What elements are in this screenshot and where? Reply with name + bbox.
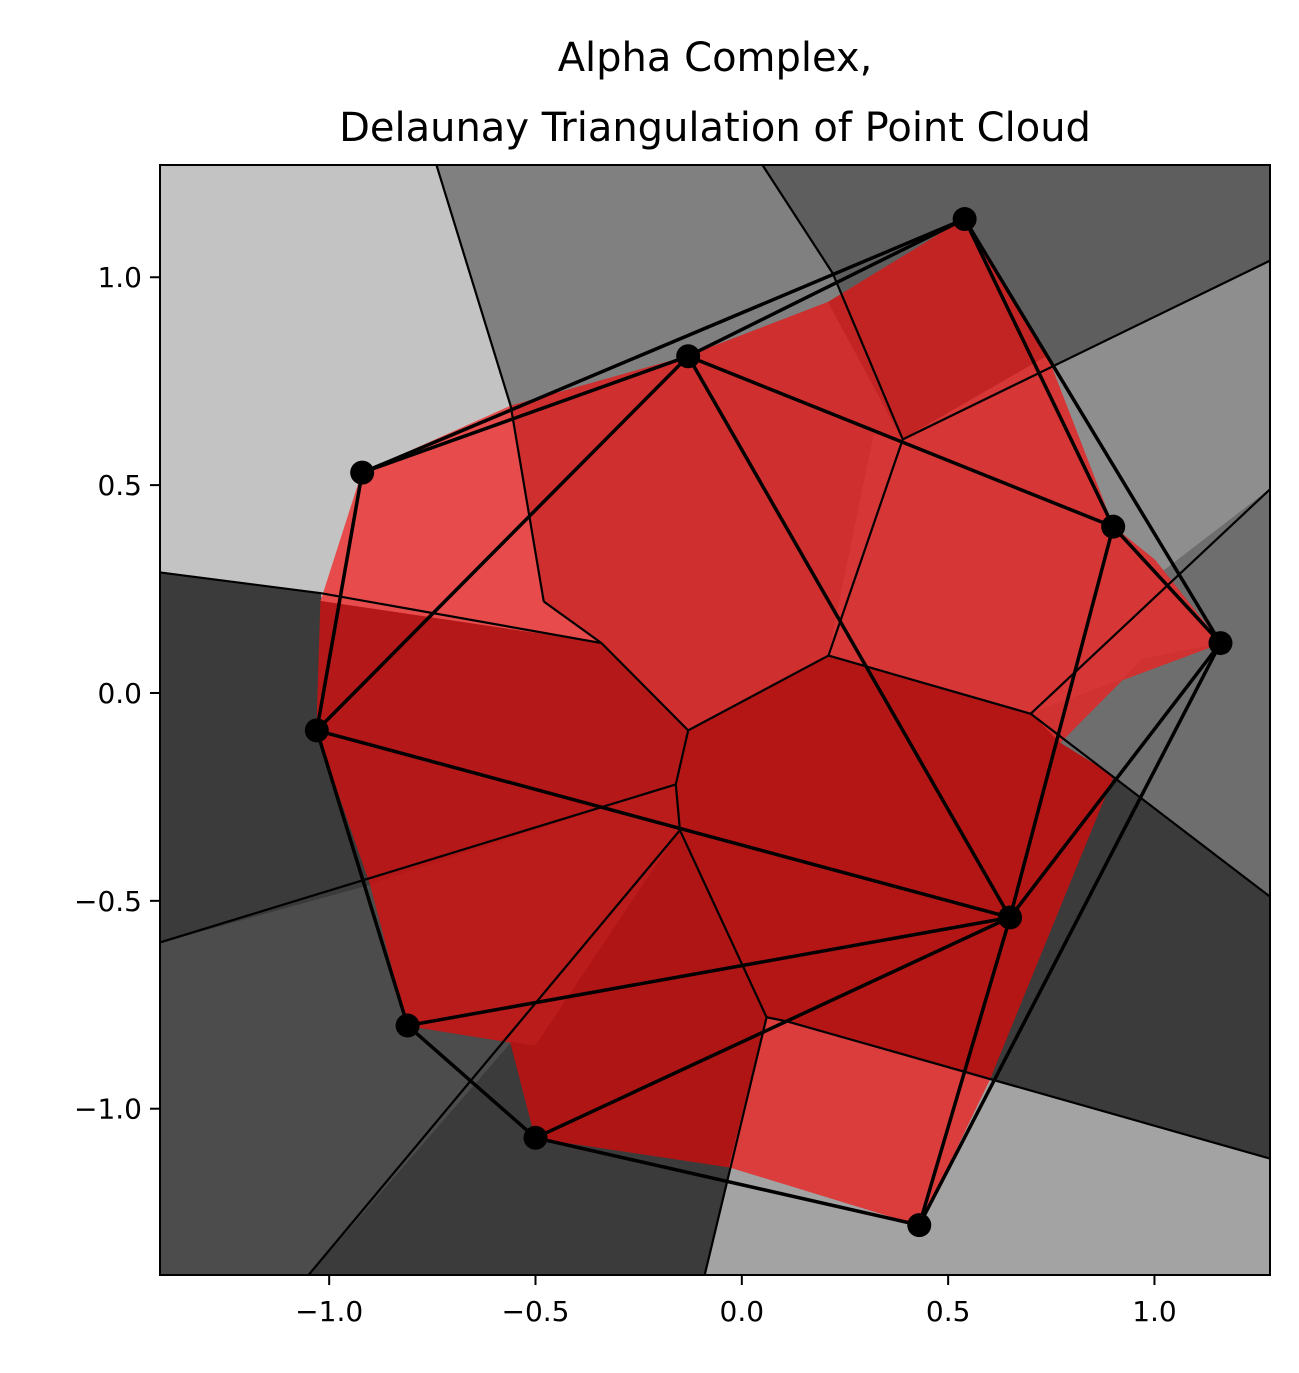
- point-cloud: [304, 207, 1233, 1238]
- y-tick-label-4: 1.0: [97, 261, 142, 294]
- delaunay-edge-16: [533, 915, 1012, 1140]
- delaunay-edge-6: [1111, 524, 1223, 645]
- x-tick-label-0: −1.0: [295, 1295, 363, 1328]
- voronoi-edge-6: [831, 272, 904, 440]
- chart-title-line-2: Delaunay Triangulation of Point Cloud: [339, 105, 1091, 151]
- data-point-6: [998, 905, 1023, 930]
- voronoi-edge-12: [1029, 488, 1270, 715]
- voronoi-edge-0: [435, 165, 512, 407]
- delaunay-edge-3: [686, 354, 1115, 529]
- voronoi-edges: [160, 165, 1270, 1275]
- delaunay-edge-9: [686, 354, 1012, 920]
- plot-area: [160, 165, 1270, 1275]
- x-tick-label-1: −0.5: [502, 1295, 570, 1328]
- y-tick-label-1: −0.5: [74, 885, 142, 918]
- delaunay-edge-4: [962, 217, 1115, 529]
- voronoi-edge-2: [543, 600, 603, 644]
- voronoi-edge-21: [703, 1016, 768, 1275]
- delaunay-edge-14: [405, 915, 1012, 1028]
- data-point-0: [952, 207, 977, 232]
- voronoi-edge-1: [509, 405, 545, 602]
- x-tick-label-2: 0.0: [720, 1295, 765, 1328]
- chart-title-line-1: Alpha Complex,: [558, 35, 873, 81]
- voronoi-edge-3: [160, 571, 322, 595]
- y-tick-label-0: −1.0: [74, 1093, 142, 1126]
- delaunay-edge-13: [315, 728, 410, 1028]
- voronoi-edge-4: [320, 592, 602, 645]
- delaunay-edge-7: [315, 354, 690, 733]
- y-axis: −1.0 −0.5 0.0 0.5 1.0: [74, 261, 160, 1126]
- voronoi-edge-17: [307, 829, 681, 1275]
- voronoi-edge-5: [761, 165, 834, 274]
- delaunay-edge-5: [962, 217, 1223, 645]
- data-point-4: [1208, 631, 1233, 656]
- voronoi-edge-9: [600, 642, 689, 732]
- delaunay-edge-1: [360, 217, 967, 475]
- y-tick-label-2: 0.0: [97, 677, 142, 710]
- voronoi-edge-15: [674, 784, 682, 831]
- delaunay-edge-10: [315, 728, 1012, 920]
- voronoi-edge-13: [1030, 712, 1270, 898]
- x-axis: −1.0 −0.5 0.0 0.5 1.0: [295, 1275, 1177, 1328]
- delaunay-edges: [315, 217, 1223, 1227]
- data-point-7: [395, 1013, 420, 1038]
- voronoi-edge-14: [674, 730, 690, 785]
- voronoi-edge-18: [678, 829, 768, 1018]
- delaunay-edge-19: [917, 641, 1223, 1227]
- delaunay-edge-15: [405, 1023, 538, 1140]
- data-point-3: [1101, 514, 1126, 539]
- voronoi-edge-11: [828, 654, 1031, 715]
- voronoi-edge-16: [160, 783, 677, 944]
- delaunay-edge-17: [533, 1136, 922, 1227]
- delaunay-edge-12: [1008, 641, 1223, 920]
- delaunay-edge-8: [315, 470, 364, 733]
- plot-frame: [159, 164, 1271, 1276]
- x-tick-label-3: 0.5: [926, 1295, 971, 1328]
- data-point-1: [676, 344, 701, 369]
- y-tick-label-3: 0.5: [97, 469, 142, 502]
- x-tick-label-4: 1.0: [1132, 1295, 1177, 1328]
- data-point-5: [304, 718, 329, 743]
- delaunay-edge-18: [917, 915, 1012, 1227]
- delaunay-edge-2: [360, 354, 690, 475]
- voronoi-edge-7: [902, 259, 1270, 441]
- data-point-9: [907, 1213, 932, 1238]
- delaunay-edge-11: [1008, 524, 1115, 920]
- delaunay-edge-0: [686, 217, 967, 358]
- voronoi-edge-20: [786, 1020, 1270, 1160]
- voronoi-edge-10: [687, 654, 829, 732]
- data-point-2: [350, 460, 375, 485]
- data-point-8: [523, 1125, 548, 1150]
